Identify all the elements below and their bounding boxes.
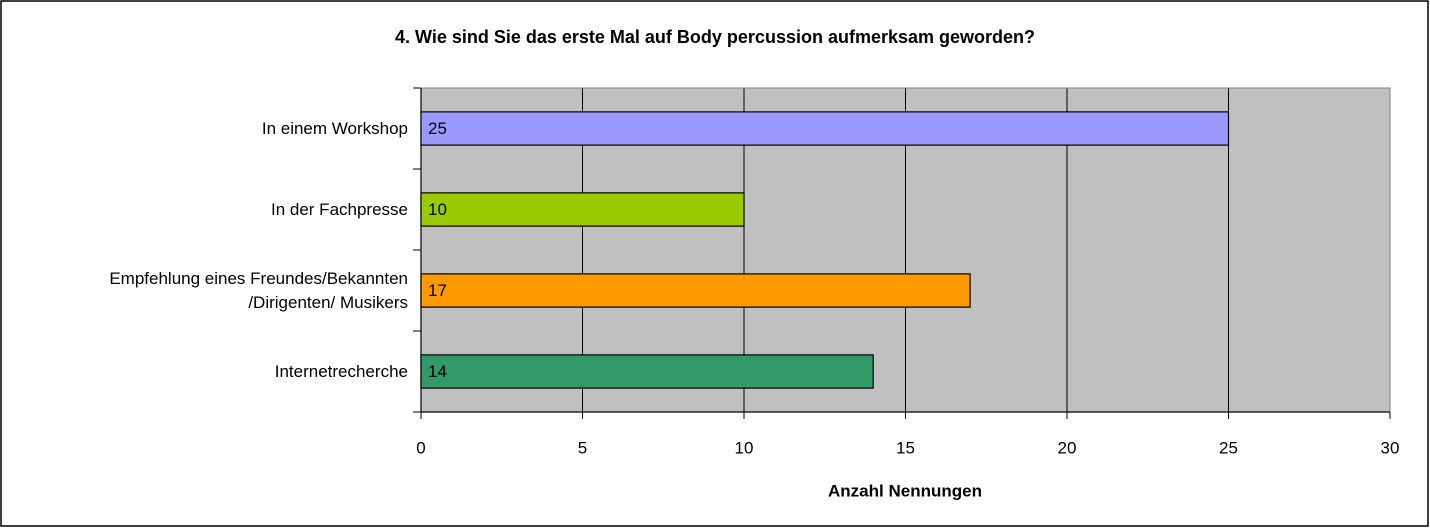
data-label: 17	[428, 281, 447, 300]
y-tick-label: In einem Workshop	[261, 118, 408, 138]
bar	[420, 354, 874, 389]
x-tick-label: 30	[1381, 438, 1400, 457]
x-tick-label: 20	[1058, 438, 1077, 457]
bar	[420, 192, 745, 227]
bar	[420, 273, 971, 308]
x-tick-label: 15	[896, 438, 915, 457]
x-tick-label: 25	[1219, 438, 1238, 457]
x-axis-label: Anzahl Nennungen	[828, 481, 982, 500]
y-tick-label: In der Fachpresse	[270, 199, 408, 219]
chart-title: 4. Wie sind Sie das erste Mal auf Body p…	[395, 27, 1035, 47]
y-tick-label: Empfehlung eines Freundes/Bekannten /Dir…	[109, 268, 408, 312]
bar	[420, 111, 1230, 146]
y-tick-label: Internetrecherche	[274, 361, 408, 381]
data-label: 10	[428, 200, 447, 219]
data-label: 14	[428, 362, 447, 381]
x-tick-label: 5	[578, 438, 587, 457]
data-label: 25	[428, 119, 447, 138]
x-tick-label: 0	[416, 438, 425, 457]
x-tick-label: 10	[735, 438, 754, 457]
